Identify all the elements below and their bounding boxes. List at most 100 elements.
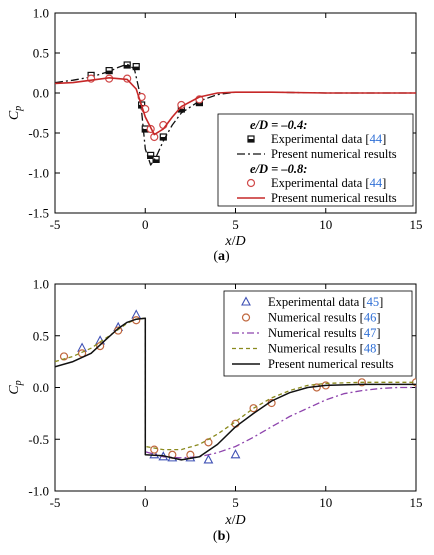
caption-open: ( — [213, 529, 218, 544]
legend: Experimental data [45]Numerical results … — [223, 290, 413, 377]
series-line — [145, 386, 416, 459]
legend-entry-text: Experimental data [45] — [268, 295, 383, 309]
data-point — [123, 61, 131, 69]
y-tick-label: 0.5 — [33, 328, 49, 343]
square-marker-fill — [248, 139, 254, 142]
panel-caption: (a) — [213, 249, 230, 264]
x-label-num: x — [224, 513, 232, 528]
legend-ref-close: ] — [376, 342, 380, 356]
data-point — [150, 445, 159, 454]
x-tick-label: 10 — [319, 217, 332, 232]
circle-marker — [150, 445, 159, 454]
legend-text: Experimental data [ — [268, 295, 367, 309]
x-tick-label: -5 — [50, 217, 61, 232]
y-tick-label: 1.0 — [33, 277, 49, 292]
square-marker-fill — [153, 159, 160, 163]
y-label-sub: p — [13, 380, 24, 386]
y-label-main: C — [7, 110, 22, 120]
series-line — [55, 317, 416, 461]
circle-marker — [59, 352, 69, 361]
legend-ref-close: ] — [382, 132, 386, 146]
y-label-main: C — [7, 385, 22, 395]
x-tick-label: 5 — [232, 495, 239, 510]
legend-ref: 44 — [370, 176, 383, 190]
y-axis-label: Cp — [7, 380, 24, 394]
caption-close: ) — [225, 529, 230, 544]
legend-ref-close: ] — [376, 326, 380, 340]
y-tick-label: 0.0 — [33, 86, 49, 101]
x-axis-label: x/D — [224, 513, 245, 528]
x-label-num: x — [224, 234, 232, 249]
chart-panel-a: -5 0 5 10 15 1.0 0.5 0.0 -0.5 -1.0 -1.5 x/D Cp (a) e/D… — [7, 6, 423, 265]
y-tick-label: -0.5 — [28, 432, 49, 447]
data-point — [230, 449, 241, 459]
plot-area — [55, 61, 416, 166]
square-marker-fill — [147, 155, 154, 159]
legend-entry-text: Numerical results [46] — [268, 311, 380, 325]
legend-ref: 48 — [364, 342, 377, 356]
series-line — [55, 77, 416, 136]
legend-text: Numerical results [ — [268, 326, 364, 340]
panel-caption: (b) — [213, 529, 230, 544]
triangle-marker — [241, 296, 251, 306]
legend-text: Experimental data [ — [271, 132, 370, 146]
y-label-sub: p — [13, 106, 24, 112]
legend-text: Experimental data [ — [271, 176, 370, 190]
triangle-marker — [149, 449, 160, 459]
caption-letter: a — [218, 249, 225, 264]
legend-ref-close: ] — [379, 295, 383, 309]
x-tick-label: 0 — [142, 217, 149, 232]
data-point — [149, 449, 160, 459]
y-tick-label: -1.5 — [28, 206, 49, 221]
legend-entry-text: Present numerical results — [268, 357, 394, 371]
legend-text: Numerical results [ — [268, 342, 364, 356]
x-label-slash: / — [232, 234, 236, 249]
y-axis-label: Cp — [7, 106, 24, 120]
legend-ref: 45 — [367, 295, 380, 309]
y-tick-label: 0.5 — [33, 46, 49, 61]
legend-ref: 46 — [364, 311, 377, 325]
x-tick-label: 5 — [232, 217, 239, 232]
legend-text: Present numerical results — [268, 357, 394, 371]
x-label-den: D — [234, 234, 245, 249]
data-point — [203, 454, 214, 464]
legend-box — [223, 290, 413, 377]
x-label-den: D — [234, 513, 245, 528]
data-point — [59, 352, 69, 361]
data-point — [152, 155, 160, 163]
legend-ref-close: ] — [382, 176, 386, 190]
caption-close: ) — [225, 249, 230, 264]
legend-heading: e/D = –0.8: — [250, 162, 307, 176]
legend-text: Present numerical results — [271, 147, 397, 161]
data-point — [132, 62, 140, 71]
legend-text: Numerical results [ — [268, 311, 364, 325]
plot-area — [55, 309, 416, 464]
chart-panel-b: -5 0 5 10 15 1.0 0.5 0.0 -0.5 -1.0 x/D Cp (b) Experim… — [7, 277, 423, 545]
legend-entry-text: Present numerical results — [271, 147, 397, 161]
legend-entry-text: Numerical results [47] — [268, 326, 380, 340]
x-tick-label: -5 — [50, 495, 61, 510]
caption-letter: b — [218, 529, 226, 544]
y-tick-label: 0.0 — [33, 380, 49, 395]
legend-entry-text: Experimental data [44] — [271, 176, 386, 190]
legend-ref-close: ] — [376, 311, 380, 325]
x-label-slash: / — [232, 513, 236, 528]
square-marker-fill — [196, 102, 203, 106]
y-tick-label: 1.0 — [33, 6, 49, 21]
circle-marker — [246, 178, 256, 188]
y-tick-label: -0.5 — [28, 126, 49, 141]
data-point — [105, 66, 113, 75]
y-tick-label: -1.0 — [28, 166, 49, 181]
legend-ref: 44 — [370, 132, 383, 146]
data-point — [96, 342, 105, 351]
legend-entry-text: Experimental data [44] — [271, 132, 386, 146]
square-marker-fill — [124, 65, 131, 68]
square-marker-fill — [160, 137, 167, 140]
legend-text: Present numerical results — [271, 191, 397, 205]
legend-ref: 47 — [364, 326, 377, 340]
x-tick-label: 15 — [410, 495, 423, 510]
square-marker-fill — [106, 70, 113, 74]
triangle-marker — [203, 454, 214, 464]
circle-marker — [96, 342, 105, 351]
x-tick-label: 15 — [410, 217, 423, 232]
